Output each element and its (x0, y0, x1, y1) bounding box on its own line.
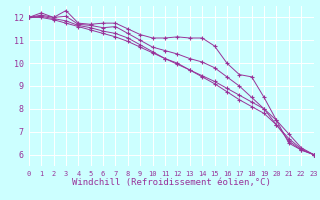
X-axis label: Windchill (Refroidissement éolien,°C): Windchill (Refroidissement éolien,°C) (72, 178, 271, 187)
